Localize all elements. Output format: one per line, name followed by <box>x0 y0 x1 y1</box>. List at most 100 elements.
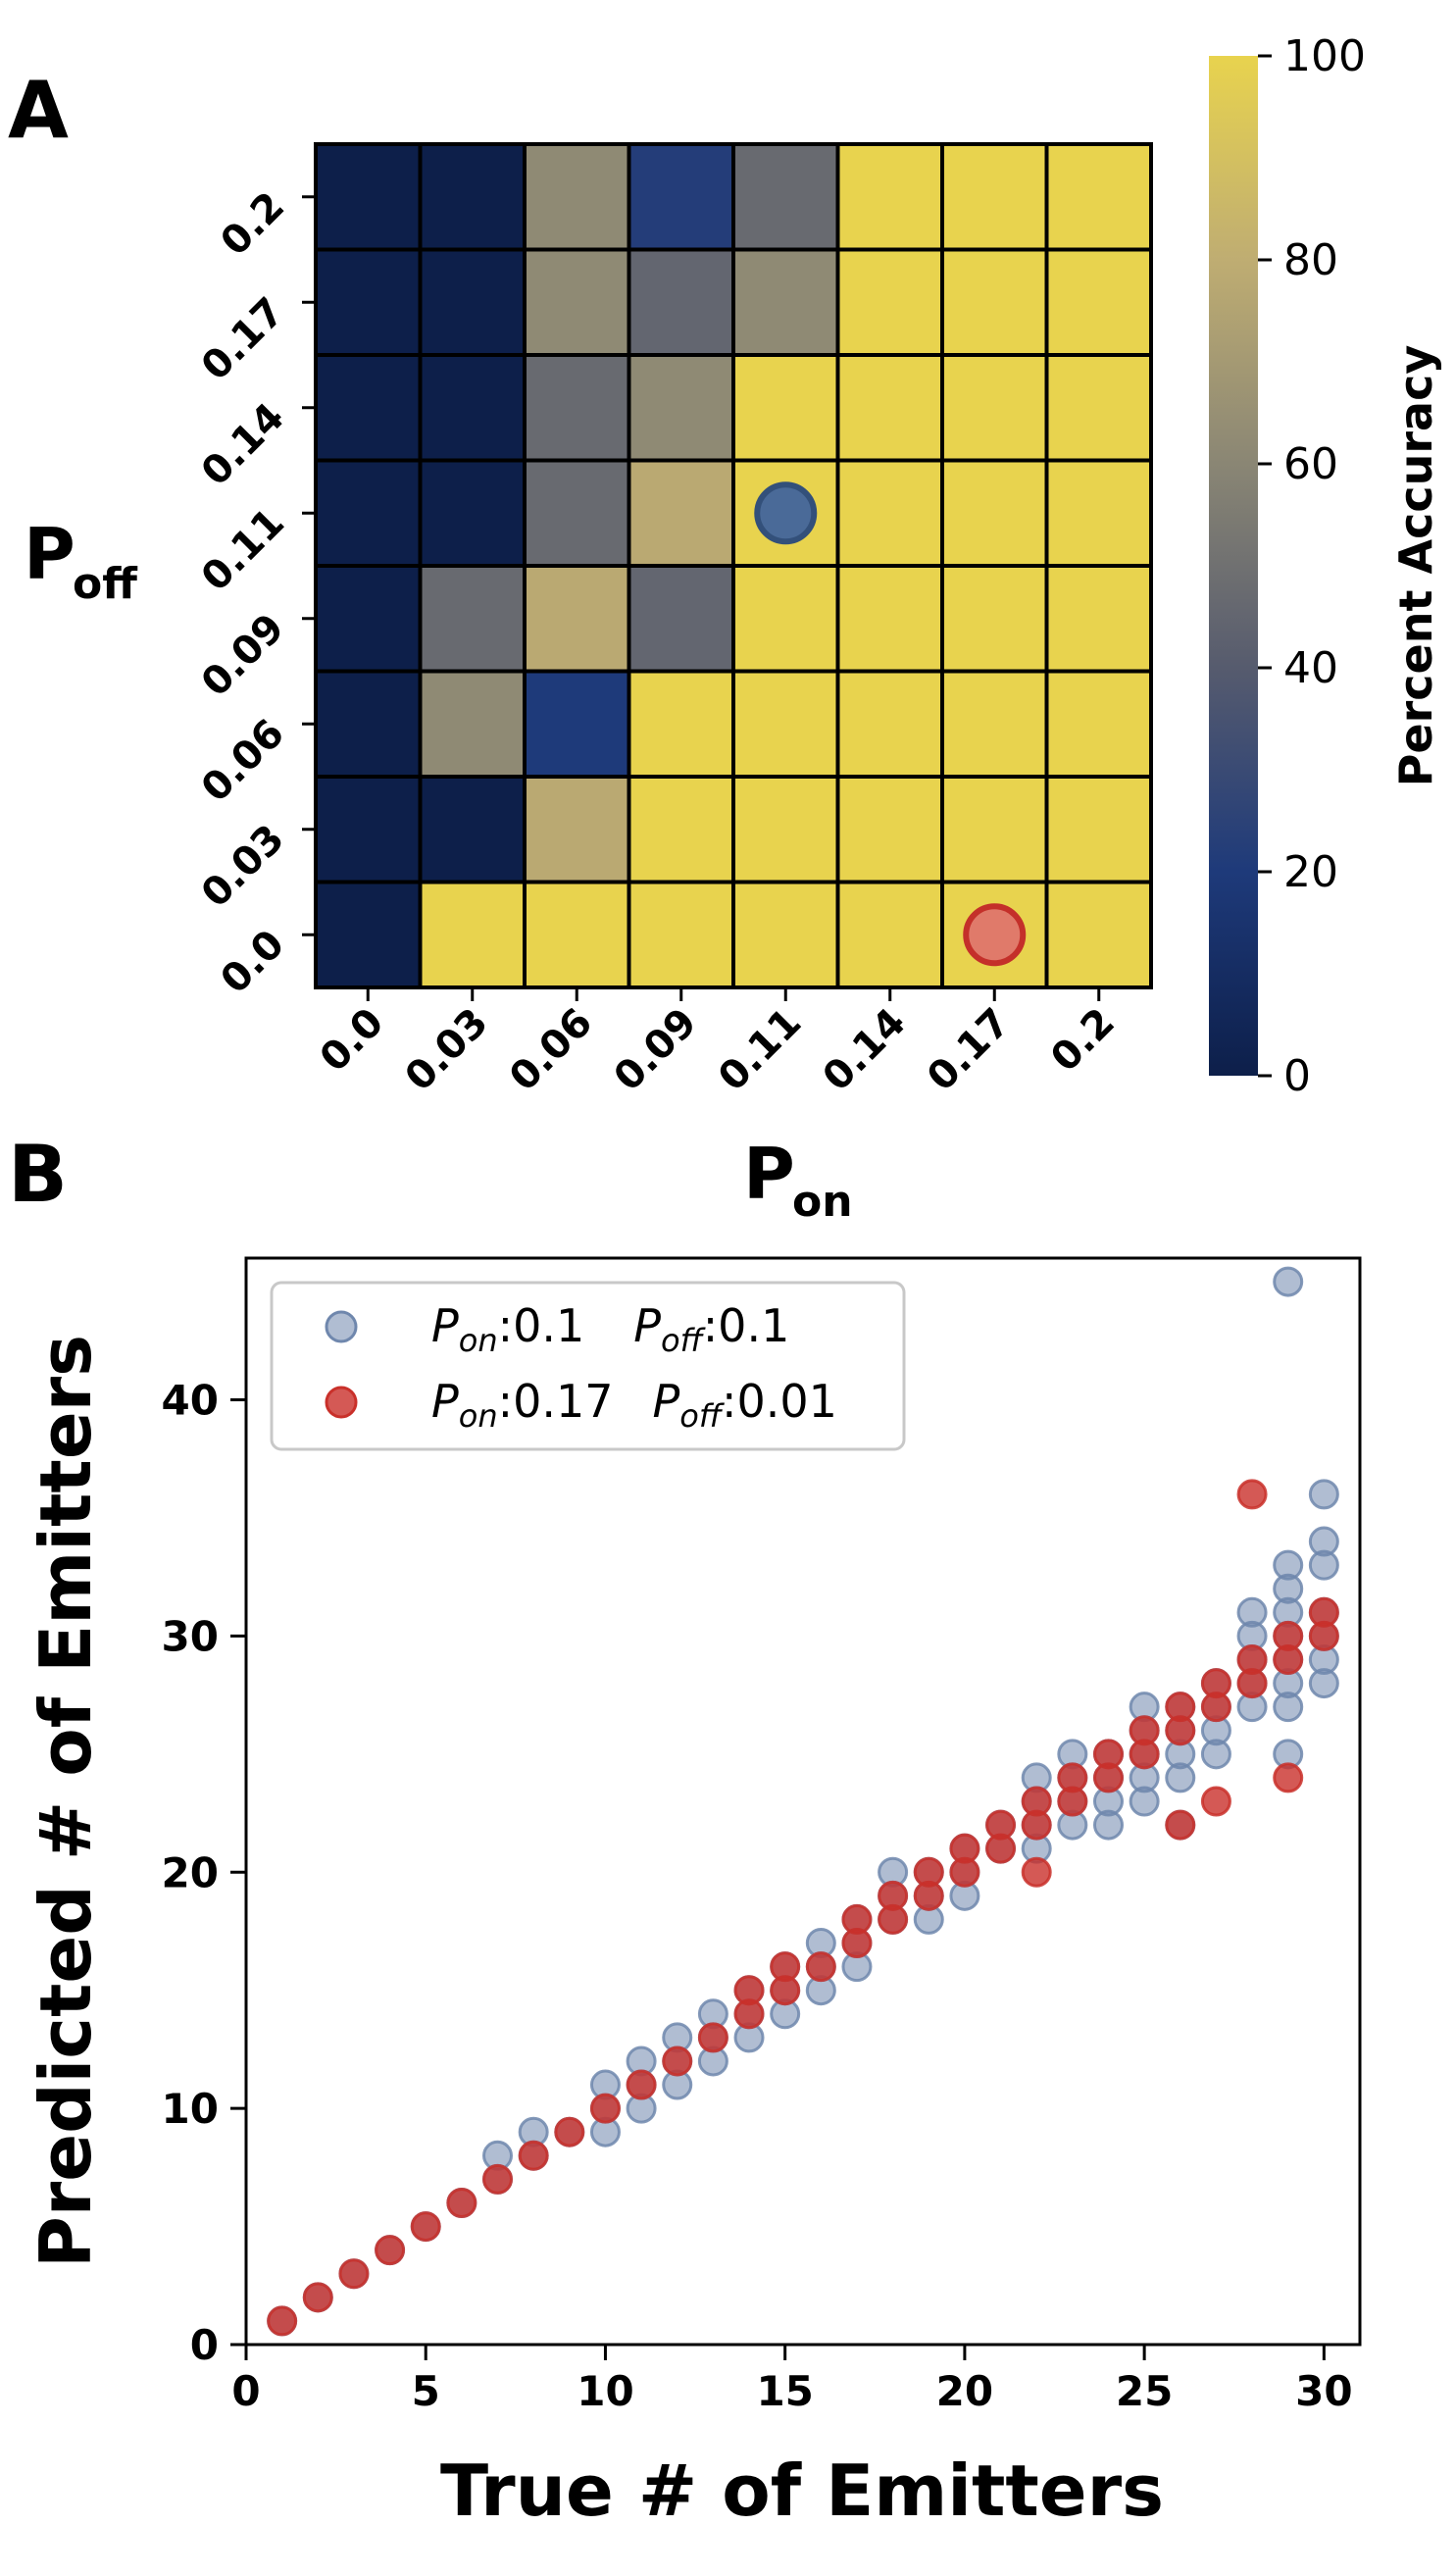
heatmap-cell <box>418 669 527 779</box>
scatter-y-ticks: 0 10 20 30 40 <box>162 1377 246 2369</box>
heatmap-y-tick-label: 0.09 <box>193 605 293 705</box>
heatmap-y-label-main: P <box>24 513 75 595</box>
colorbar <box>1209 56 1258 1076</box>
scatter-point-series-1 <box>1308 1526 1339 1557</box>
heatmap-x-tick-label: 0.2 <box>1042 1000 1124 1082</box>
heatmap-cell <box>940 564 1049 674</box>
heatmap-cell <box>1044 247 1153 357</box>
scatter-y-tick-label: 10 <box>162 2085 219 2133</box>
scatter-point-series-2 <box>1273 1620 1304 1651</box>
heatmap-y-ticks: 0.2 0.170.140.110.090.060.030.0 <box>193 183 316 1002</box>
heatmap-x-label: P on <box>743 1133 853 1227</box>
heatmap-x-ticks: 0.0 0.03 0.06 0.09 0.11 0.14 0.17 0.2 <box>312 987 1124 1100</box>
scatter-point-series-2 <box>1129 1715 1160 1746</box>
heatmap-cell <box>1044 564 1153 674</box>
heatmap-cell <box>314 669 423 779</box>
heatmap-cell <box>1044 669 1153 779</box>
heatmap-cell <box>940 247 1049 357</box>
heatmap-cell <box>523 142 631 252</box>
heatmap-y-tick-label: 0.0 <box>212 922 293 1003</box>
legend-1-s2: off <box>661 1322 707 1359</box>
heatmap-cell <box>523 564 631 674</box>
heatmap-cell <box>314 353 423 463</box>
scatter-point-series-2 <box>1236 1643 1268 1675</box>
heatmap-cell <box>1044 775 1153 884</box>
heatmap-x-tick-label: 0.09 <box>606 1000 706 1100</box>
scatter-x-tick-label: 20 <box>936 2367 993 2415</box>
heatmap-cell <box>418 142 527 252</box>
heatmap <box>314 142 1153 989</box>
heatmap-cell <box>731 564 840 674</box>
heatmap-cell <box>940 353 1049 463</box>
scatter-y-label: Predicted # of Emitters <box>25 1335 107 2268</box>
heatmap-cell <box>314 247 423 357</box>
legend-box <box>270 1281 906 1451</box>
heatmap-cell <box>627 247 735 357</box>
heatmap-cell <box>418 564 527 674</box>
scatter-point-series-2 <box>589 2093 621 2124</box>
heatmap-cell <box>940 775 1049 884</box>
scatter-point-series-2 <box>770 1951 801 1983</box>
scatter-point-series-2 <box>1057 1762 1088 1793</box>
scatter-y-tick-label: 40 <box>162 1377 219 1425</box>
heatmap-cell <box>835 775 944 884</box>
colorbar-tick-label: 60 <box>1283 439 1338 489</box>
scatter-point-series-2 <box>554 2116 585 2147</box>
heatmap-cell <box>314 564 423 674</box>
heatmap-cell <box>731 775 840 884</box>
heatmap-cell <box>731 142 840 252</box>
scatter-point-series-1 <box>1273 1549 1304 1581</box>
heatmap-cell <box>314 880 423 989</box>
heatmap-cell <box>1044 353 1153 463</box>
scatter-y-tick-label: 30 <box>162 1612 219 1660</box>
legend-2-s2: off <box>679 1397 726 1435</box>
scatter-point-series-2 <box>949 1833 980 1864</box>
scatter-point-series-2 <box>302 2282 333 2313</box>
scatter-point-series-2 <box>878 1880 909 1911</box>
heatmap-x-tick-label: 0.11 <box>710 1000 810 1100</box>
heatmap-cell <box>835 458 944 568</box>
heatmap-cell <box>418 353 527 463</box>
scatter-x-tick-label: 25 <box>1116 2367 1173 2415</box>
legend-1-v1: :0.1 <box>498 1299 585 1352</box>
heatmap-x-tick-label: 0.0 <box>312 1000 393 1082</box>
heatmap-cell <box>523 353 631 463</box>
legend-2-s1: on <box>459 1397 498 1435</box>
heatmap-cell <box>835 880 944 989</box>
legend-marker-series-1 <box>325 1310 358 1343</box>
scatter-point-series-2 <box>1236 1479 1268 1510</box>
heatmap-cell <box>1044 458 1153 568</box>
scatter-point-series-2 <box>662 2046 693 2077</box>
scatter-y-tick-label: 0 <box>190 2321 219 2369</box>
colorbar-tick-label: 40 <box>1283 643 1338 693</box>
colorbar-ticks: 0 20 40 60 80 100 <box>1258 31 1366 1101</box>
scatter-x-tick-label: 30 <box>1295 2367 1352 2415</box>
scatter-point-series-2 <box>1273 1762 1304 1793</box>
legend-2-v2: :0.01 <box>722 1375 837 1428</box>
heatmap-cell <box>835 564 944 674</box>
scatter-point-series-2 <box>338 2258 370 2290</box>
scatter-point-series-2 <box>913 1856 944 1888</box>
heatmap-cell <box>523 458 631 568</box>
heatmap-y-label-sub: off <box>73 559 138 609</box>
heatmap-cell <box>627 564 735 674</box>
scatter-point-series-1 <box>1236 1596 1268 1628</box>
heatmap-cell <box>627 142 735 252</box>
heatmap-cell <box>418 247 527 357</box>
scatter-x-tick-label: 5 <box>412 2367 440 2415</box>
heatmap-cell <box>940 669 1049 779</box>
heatmap-x-tick-label: 0.03 <box>397 1000 497 1100</box>
heatmap-cell <box>627 775 735 884</box>
heatmap-cell <box>523 775 631 884</box>
legend-1-v2: :0.1 <box>703 1299 790 1352</box>
scatter-point-series-2 <box>482 2163 514 2195</box>
heatmap-cell <box>835 142 944 252</box>
heatmap-cell <box>731 247 840 357</box>
heatmap-cell <box>627 458 735 568</box>
heatmap-highlight-marker <box>754 481 818 545</box>
colorbar-tick-label: 20 <box>1283 847 1338 897</box>
scatter-point-series-2 <box>1092 1739 1124 1770</box>
scatter-point-series-2 <box>1021 1856 1052 1888</box>
legend-marker-series-2 <box>325 1386 358 1419</box>
scatter-point-series-2 <box>267 2305 298 2337</box>
